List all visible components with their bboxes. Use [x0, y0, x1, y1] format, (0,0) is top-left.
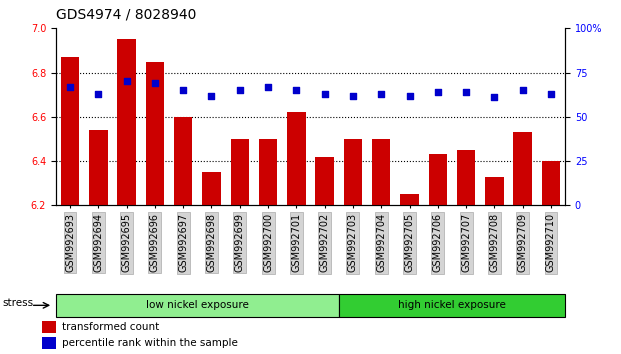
Bar [344, 139, 362, 205]
Bar [202, 172, 220, 205]
Bar [514, 132, 532, 205]
Point [263, 84, 273, 90]
Text: low nickel exposure: low nickel exposure [146, 300, 249, 310]
Point [291, 87, 301, 93]
Bar [56, 294, 339, 317]
Bar [174, 117, 193, 205]
Point [348, 93, 358, 98]
Point [518, 87, 528, 93]
Point [376, 91, 386, 97]
Bar [339, 294, 565, 317]
Bar [259, 139, 277, 205]
Bar [542, 161, 560, 205]
Point [489, 95, 499, 100]
Bar [42, 337, 56, 349]
Bar [372, 139, 391, 205]
Point [150, 80, 160, 86]
Bar [457, 150, 475, 205]
Point [178, 87, 188, 93]
Point [93, 91, 103, 97]
Text: GDS4974 / 8028940: GDS4974 / 8028940 [56, 7, 196, 21]
Bar [89, 130, 107, 205]
Text: transformed count: transformed count [62, 322, 159, 332]
Bar [287, 113, 306, 205]
Bar [485, 177, 504, 205]
Bar [401, 194, 419, 205]
Bar [428, 154, 447, 205]
Bar [315, 156, 334, 205]
Bar [42, 321, 56, 333]
Bar [230, 139, 249, 205]
Text: high nickel exposure: high nickel exposure [398, 300, 506, 310]
Text: percentile rank within the sample: percentile rank within the sample [62, 338, 238, 348]
Bar [146, 62, 164, 205]
Point [320, 91, 330, 97]
Point [546, 91, 556, 97]
Point [461, 89, 471, 95]
Bar [61, 57, 79, 205]
Point [404, 93, 414, 98]
Point [433, 89, 443, 95]
Text: stress: stress [3, 298, 34, 308]
Point [65, 84, 75, 90]
Bar [117, 39, 136, 205]
Point [207, 93, 217, 98]
Point [235, 87, 245, 93]
Point [122, 79, 132, 84]
